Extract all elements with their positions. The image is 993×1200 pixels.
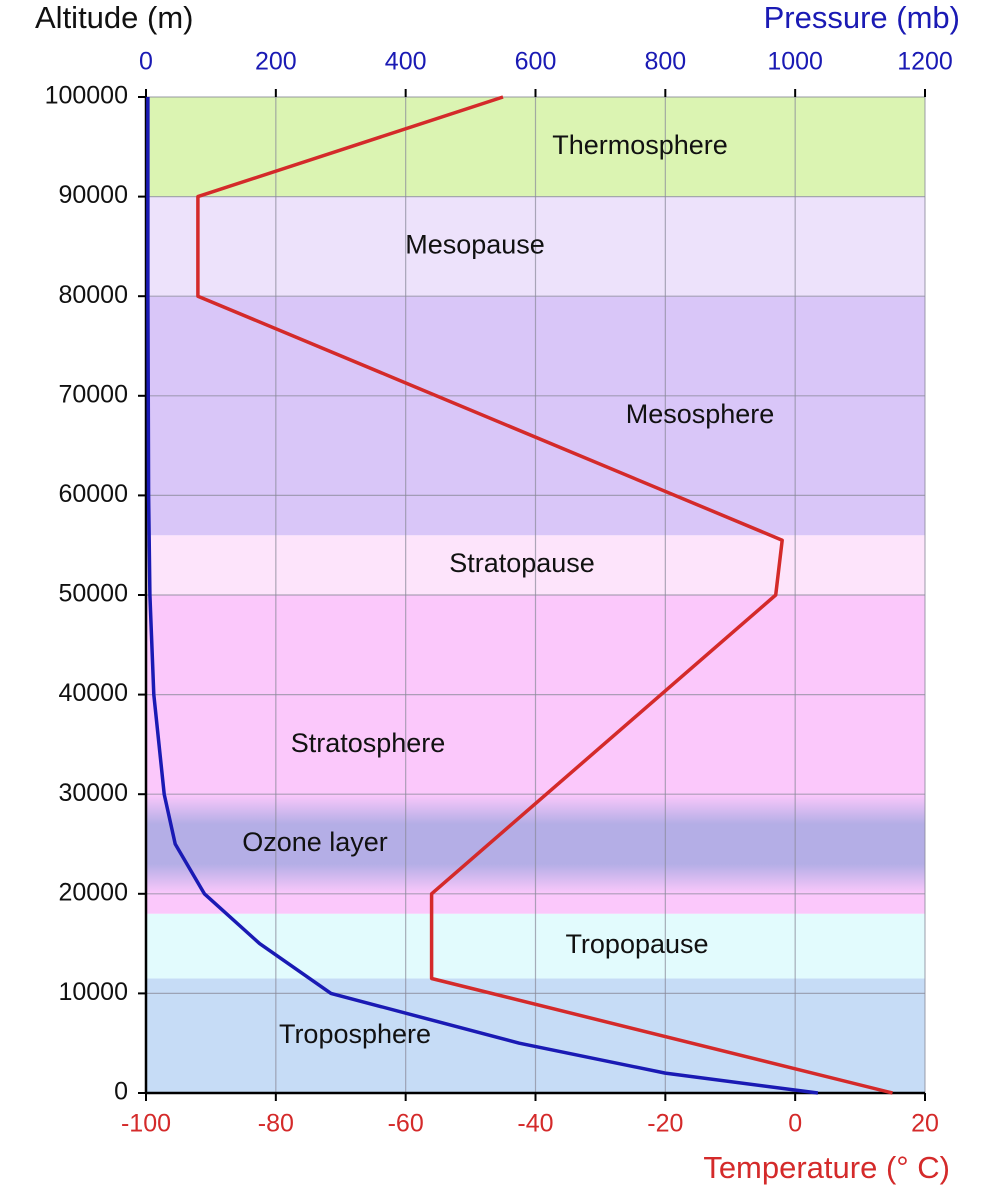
x2-tick-label: 1000 <box>767 48 823 76</box>
layer-label: Troposphere <box>279 1019 431 1049</box>
y-tick-label: 20000 <box>58 878 128 906</box>
x2-tick-label: 200 <box>255 48 297 76</box>
layer-label: Tropopause <box>565 929 708 959</box>
series-line <box>146 97 819 1095</box>
y-tick-label: 50000 <box>58 580 128 608</box>
x-axis-title: Temperature (° C) <box>703 1150 950 1185</box>
layer-label: Ozone layer <box>242 827 388 857</box>
x-tick-label: 20 <box>911 1110 939 1138</box>
layer-label: Thermosphere <box>552 130 728 160</box>
x2-tick-label: 0 <box>139 48 153 76</box>
x-tick-label: -80 <box>258 1110 294 1138</box>
x-tick-label: -60 <box>388 1110 424 1138</box>
x-tick-label: -100 <box>121 1110 171 1138</box>
x2-tick-label: 800 <box>644 48 686 76</box>
grid <box>138 89 926 1101</box>
x2-axis-title: Pressure (mb) <box>764 0 960 35</box>
x2-tick-label: 400 <box>385 48 427 76</box>
x-tick-label: -20 <box>647 1110 683 1138</box>
y-tick-label: 80000 <box>58 281 128 309</box>
y-tick-label: 100000 <box>45 82 128 110</box>
layer-label: Stratosphere <box>291 728 446 758</box>
y-tick-label: 90000 <box>58 181 128 209</box>
layer-label: Stratopause <box>449 548 595 578</box>
y-tick-label: 40000 <box>58 679 128 707</box>
y-tick-label: 0 <box>114 1078 128 1106</box>
x-tick-label: 0 <box>788 1110 802 1138</box>
x-tick-label: -40 <box>517 1110 553 1138</box>
layer-label: Mesosphere <box>626 399 775 429</box>
series-line <box>196 95 893 1095</box>
y-tick-label: 30000 <box>58 779 128 807</box>
y-tick-label: 10000 <box>58 978 128 1006</box>
layer-label: Mesopause <box>405 230 545 260</box>
y-axis-title: Altitude (m) <box>35 0 193 35</box>
y-tick-label: 70000 <box>58 380 128 408</box>
x2-tick-label: 1200 <box>897 48 953 76</box>
x2-tick-label: 600 <box>515 48 557 76</box>
labels: Troposphere Tropopause Stratosphere Ozone l… <box>45 48 953 1138</box>
y-tick-label: 60000 <box>58 480 128 508</box>
lines <box>146 95 893 1095</box>
